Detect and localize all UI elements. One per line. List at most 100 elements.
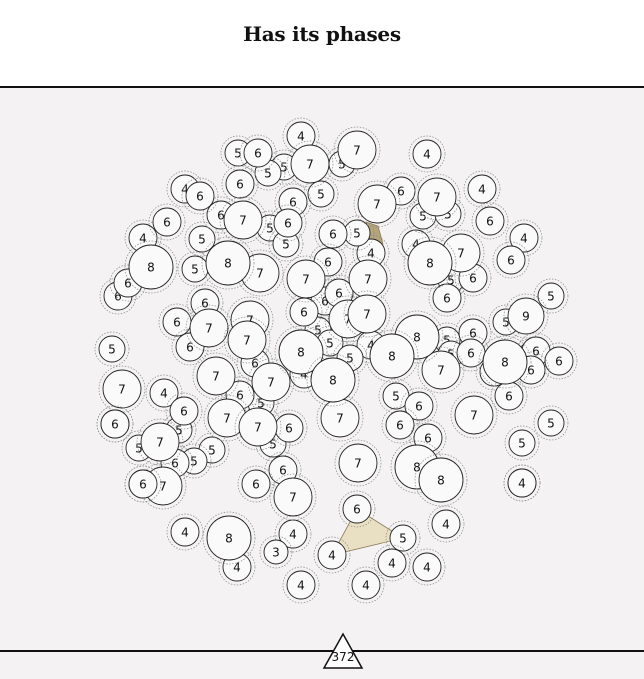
- circle-halo: [255, 426, 291, 462]
- circle-label: 6: [180, 405, 188, 419]
- circle-label: 5: [317, 188, 325, 202]
- circle-shape: [189, 308, 229, 348]
- circle-label: 4: [300, 368, 308, 382]
- circle-halo: [504, 425, 540, 461]
- circle-node: 7: [417, 346, 465, 394]
- circle-label: 6: [279, 464, 287, 478]
- circle-label: 7: [437, 364, 445, 378]
- circle-label: 5: [547, 417, 555, 431]
- circle-halo: [234, 403, 282, 451]
- circle-halo: [309, 243, 347, 281]
- circle-halo: [269, 204, 307, 242]
- circle-label: 6: [321, 295, 329, 309]
- circle-halo: [148, 203, 186, 241]
- circle-label: 7: [246, 314, 254, 328]
- circle-label: 4: [412, 238, 420, 252]
- circle-label: 8: [388, 350, 396, 364]
- page-number-marker: 372: [322, 632, 364, 669]
- circle-halo: [503, 293, 549, 339]
- circle-node: 8: [365, 329, 419, 383]
- circle-label: 5: [257, 397, 265, 411]
- circle-label: 6: [353, 503, 361, 517]
- circle-shape: [286, 259, 326, 299]
- circle-halo: [282, 566, 320, 604]
- circle-label: 6: [186, 341, 194, 355]
- circle-halo: [512, 351, 550, 389]
- circle-label: 7: [354, 457, 362, 471]
- circle-shape: [223, 200, 263, 240]
- circle-shape: [241, 469, 271, 499]
- circle-node: 4: [408, 548, 446, 586]
- circle-shape: [318, 219, 348, 249]
- circle-label: 8: [297, 346, 305, 360]
- circle-shape: [507, 297, 545, 335]
- circle-shape: [225, 169, 255, 199]
- circle-label: 5: [264, 167, 272, 181]
- circle-shape: [537, 409, 565, 437]
- circle-halo: [124, 240, 178, 294]
- circle-label: 8: [329, 374, 337, 388]
- circle-node: 7: [413, 173, 461, 221]
- circle-node: 6: [338, 490, 376, 528]
- circle-node: 4: [313, 536, 351, 574]
- circle-shape: [152, 207, 182, 237]
- circle-halo: [312, 325, 348, 361]
- large-highlight-region: [331, 508, 405, 556]
- circle-node: 4: [274, 515, 312, 553]
- circle-label: 5: [444, 208, 452, 222]
- circle-node: 4: [503, 464, 541, 502]
- circle-label: 5: [266, 222, 274, 236]
- circle-label: 4: [297, 130, 305, 144]
- circle-halo: [286, 140, 334, 188]
- circle-node: 5: [504, 425, 540, 461]
- circle-label: 8: [426, 257, 434, 271]
- circle-halo: [94, 331, 130, 367]
- circle-label: 6: [289, 196, 297, 210]
- circle-node: 5: [94, 331, 130, 367]
- circle-halo: [471, 202, 509, 240]
- circle-label: 7: [336, 412, 344, 426]
- circle-shape: [100, 409, 130, 439]
- circle-shape: [278, 519, 308, 549]
- circle-label: 6: [415, 400, 423, 414]
- circle-node: 6: [181, 177, 219, 215]
- circle-node: 8: [201, 236, 255, 290]
- circle-node: 7: [247, 358, 295, 406]
- circle-shape: [227, 320, 267, 360]
- circle-label: 6: [201, 297, 209, 311]
- circle-node: 4: [427, 505, 465, 543]
- circle-shape: [418, 457, 464, 503]
- circle-halo: [492, 241, 530, 279]
- circle-label: 7: [156, 436, 164, 450]
- circle-halo: [408, 548, 446, 586]
- circle-halo: [270, 409, 308, 447]
- circle-node: 8: [274, 325, 328, 379]
- circle-label: 6: [397, 185, 405, 199]
- circle-halo: [226, 296, 274, 344]
- circle-halo: [124, 465, 162, 503]
- circle-label: 4: [478, 183, 486, 197]
- circle-node: 7: [353, 180, 401, 228]
- circle-halo: [533, 405, 569, 441]
- circle-label: 7: [353, 144, 361, 158]
- circle-label: 5: [346, 352, 354, 366]
- circle-label: 6: [163, 216, 171, 230]
- circle-label: 4: [520, 232, 528, 246]
- circle-node: 7: [269, 473, 317, 521]
- circle-label: 4: [367, 339, 375, 353]
- circle-shape: [317, 540, 347, 570]
- circle-label: 4: [518, 477, 526, 491]
- circle-label: 6: [196, 190, 204, 204]
- circle-label: 5: [269, 438, 277, 452]
- circle-shape: [263, 539, 289, 565]
- circle-node: 6: [471, 202, 509, 240]
- circle-halo: [236, 249, 284, 297]
- circle-label: 8: [501, 356, 509, 370]
- circle-label: 6: [111, 418, 119, 432]
- circle-halo: [428, 279, 466, 317]
- circle-shape: [337, 130, 377, 170]
- circle-node: 7: [223, 316, 271, 364]
- circle-node: 6: [269, 204, 307, 242]
- circle-node: 7: [450, 391, 498, 439]
